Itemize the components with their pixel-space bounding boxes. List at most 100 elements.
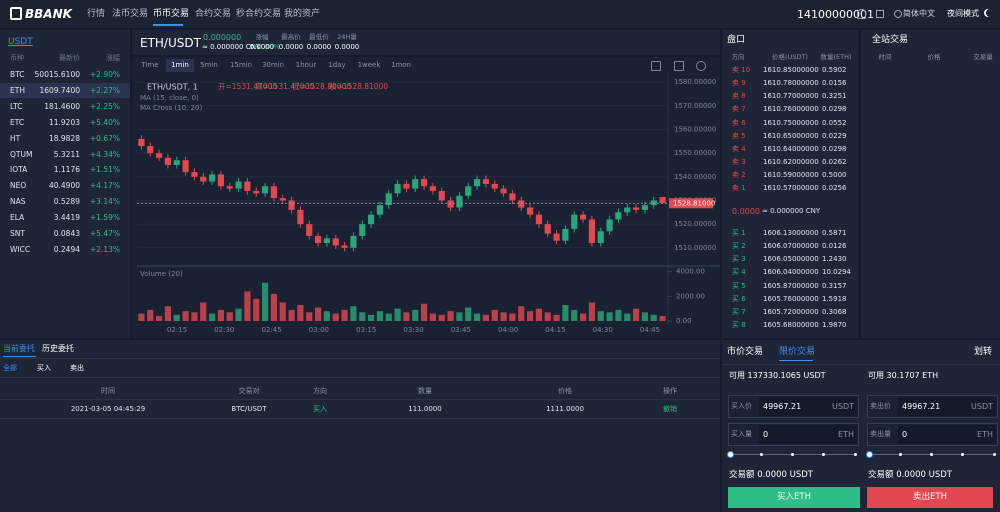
interval[interactable]: 1mon — [391, 61, 411, 69]
volume-bar — [155, 316, 163, 321]
nav-item[interactable]: 合约交易 — [195, 9, 232, 19]
y-tick-label: 1560.00000 — [674, 125, 716, 133]
market-cell: 11.9203 — [48, 117, 80, 127]
market-cell[interactable]: ETH — [10, 85, 25, 95]
volume-bar — [615, 309, 622, 321]
market-cell[interactable]: ETC — [10, 117, 25, 127]
candle-body — [297, 209, 304, 225]
candle-body — [288, 200, 295, 210]
market-cell[interactable]: NAS — [10, 197, 26, 207]
input-value[interactable]: 0 — [763, 430, 769, 439]
candle-body — [588, 219, 596, 244]
moon-icon[interactable] — [986, 9, 994, 17]
volume-bar — [341, 309, 348, 321]
sound-icon[interactable] — [876, 10, 884, 18]
stat-value: 0.0000 — [278, 43, 304, 51]
slider-dot — [961, 452, 965, 456]
interval[interactable]: 1day — [328, 61, 346, 69]
book-side: 卖 8 — [732, 92, 746, 101]
candle-body — [544, 224, 551, 234]
volume-bar — [632, 308, 640, 321]
form-tab[interactable]: 限价交易 — [779, 347, 816, 357]
book-price: 1605.76000000 — [763, 294, 819, 303]
volume-bar — [491, 309, 498, 321]
candle-body — [350, 235, 357, 248]
kline-chart: 1510.000001520.000001530.000001540.00000… — [137, 73, 720, 334]
volume-bar — [482, 314, 490, 321]
book-price: 1605.87000000 — [763, 281, 819, 290]
market-cell[interactable]: BTC — [10, 70, 25, 79]
candle-body — [279, 198, 286, 201]
interval[interactable]: Time — [141, 61, 159, 69]
interval[interactable]: 1min — [171, 61, 189, 69]
volume-bar — [588, 302, 596, 321]
pair: ETH/USDT — [140, 36, 201, 50]
nav-item[interactable]: 法币交易 — [112, 9, 149, 19]
book-amount: 0.5000 — [822, 171, 847, 180]
market-cell[interactable]: QTUM — [10, 149, 33, 159]
market-tab[interactable]: USDT — [8, 37, 33, 47]
nav-item[interactable]: 秒合约交易 — [236, 9, 282, 19]
interval[interactable]: 1week — [357, 61, 381, 69]
order-cell[interactable]: 撤销 — [663, 405, 677, 413]
interval[interactable]: 30min — [261, 61, 285, 69]
x-tick-label: 03:00 — [309, 326, 329, 334]
candle-body — [624, 207, 631, 213]
order-filter[interactable]: 卖出 — [70, 364, 84, 372]
volume-bar — [217, 309, 225, 321]
form-tab[interactable]: 市价交易 — [727, 347, 764, 357]
order-tab[interactable]: 当前委托 — [3, 344, 35, 353]
candle-body — [385, 193, 392, 206]
market-cell[interactable]: NEO — [10, 181, 27, 191]
book-amount: 0.5902 — [822, 66, 847, 74]
nav-item[interactable]: 我的资产 — [284, 9, 321, 19]
input-label: 买入价 — [731, 402, 752, 410]
settings-icon[interactable] — [696, 61, 706, 71]
trade-total: 交易额 0.0000 USDT — [868, 470, 953, 480]
fullscreen-icon[interactable] — [651, 61, 661, 71]
market-cell[interactable]: SNT — [10, 229, 25, 238]
phone[interactable]: 14100000001 — [797, 8, 874, 21]
theme[interactable]: 夜间模式 — [947, 9, 979, 18]
orderbook-header: 数量(ETH) — [820, 53, 852, 61]
order-filter[interactable]: 全部 — [3, 364, 17, 372]
input-value[interactable]: 49967.21 — [763, 402, 802, 411]
trade-button[interactable]: 买入ETH — [728, 487, 860, 508]
interval[interactable]: 5min — [200, 61, 218, 69]
market-cell[interactable]: HT — [10, 133, 21, 143]
volume-bar — [403, 312, 410, 321]
language[interactable]: 简体中文 — [903, 9, 935, 18]
interval[interactable]: 1hour — [295, 61, 317, 69]
candle-body — [235, 181, 242, 189]
order-tab-underline — [3, 356, 36, 357]
volume-bar — [297, 304, 304, 321]
market-header: 最新价 — [59, 54, 80, 62]
transfer[interactable]: 划转 — [974, 347, 993, 357]
y-tick-label: 1550.00000 — [674, 149, 716, 157]
user-icon[interactable] — [857, 9, 866, 19]
chart-legend: ETH/USDT, 1 — [147, 83, 198, 92]
input-value[interactable]: 49967.21 — [902, 402, 941, 411]
volume-bar — [624, 313, 631, 321]
market-cell[interactable]: IOTA — [10, 165, 28, 175]
slider-dot[interactable] — [865, 450, 873, 458]
volume-bar — [138, 313, 145, 321]
x-tick-label: 04:15 — [545, 326, 565, 334]
trade-button[interactable]: 卖出ETH — [867, 487, 993, 508]
order-tab[interactable]: 历史委托 — [42, 344, 74, 353]
globe-icon[interactable] — [894, 10, 902, 18]
candle-body — [615, 212, 622, 220]
market-cell[interactable]: WICC — [10, 244, 31, 254]
slider-dot[interactable] — [726, 450, 734, 458]
volume-bar — [306, 312, 313, 321]
interval[interactable]: 15min — [229, 61, 253, 69]
volume-bar — [359, 312, 366, 321]
market-cell[interactable]: LTC — [10, 101, 23, 111]
indicator-icon[interactable] — [674, 61, 684, 71]
input-value[interactable]: 0 — [902, 430, 908, 439]
order-filter[interactable]: 买入 — [37, 364, 51, 372]
market-cell[interactable]: ELA — [10, 213, 25, 223]
nav-item[interactable]: 币币交易 — [153, 9, 190, 19]
nav-item[interactable]: 行情 — [87, 9, 106, 19]
